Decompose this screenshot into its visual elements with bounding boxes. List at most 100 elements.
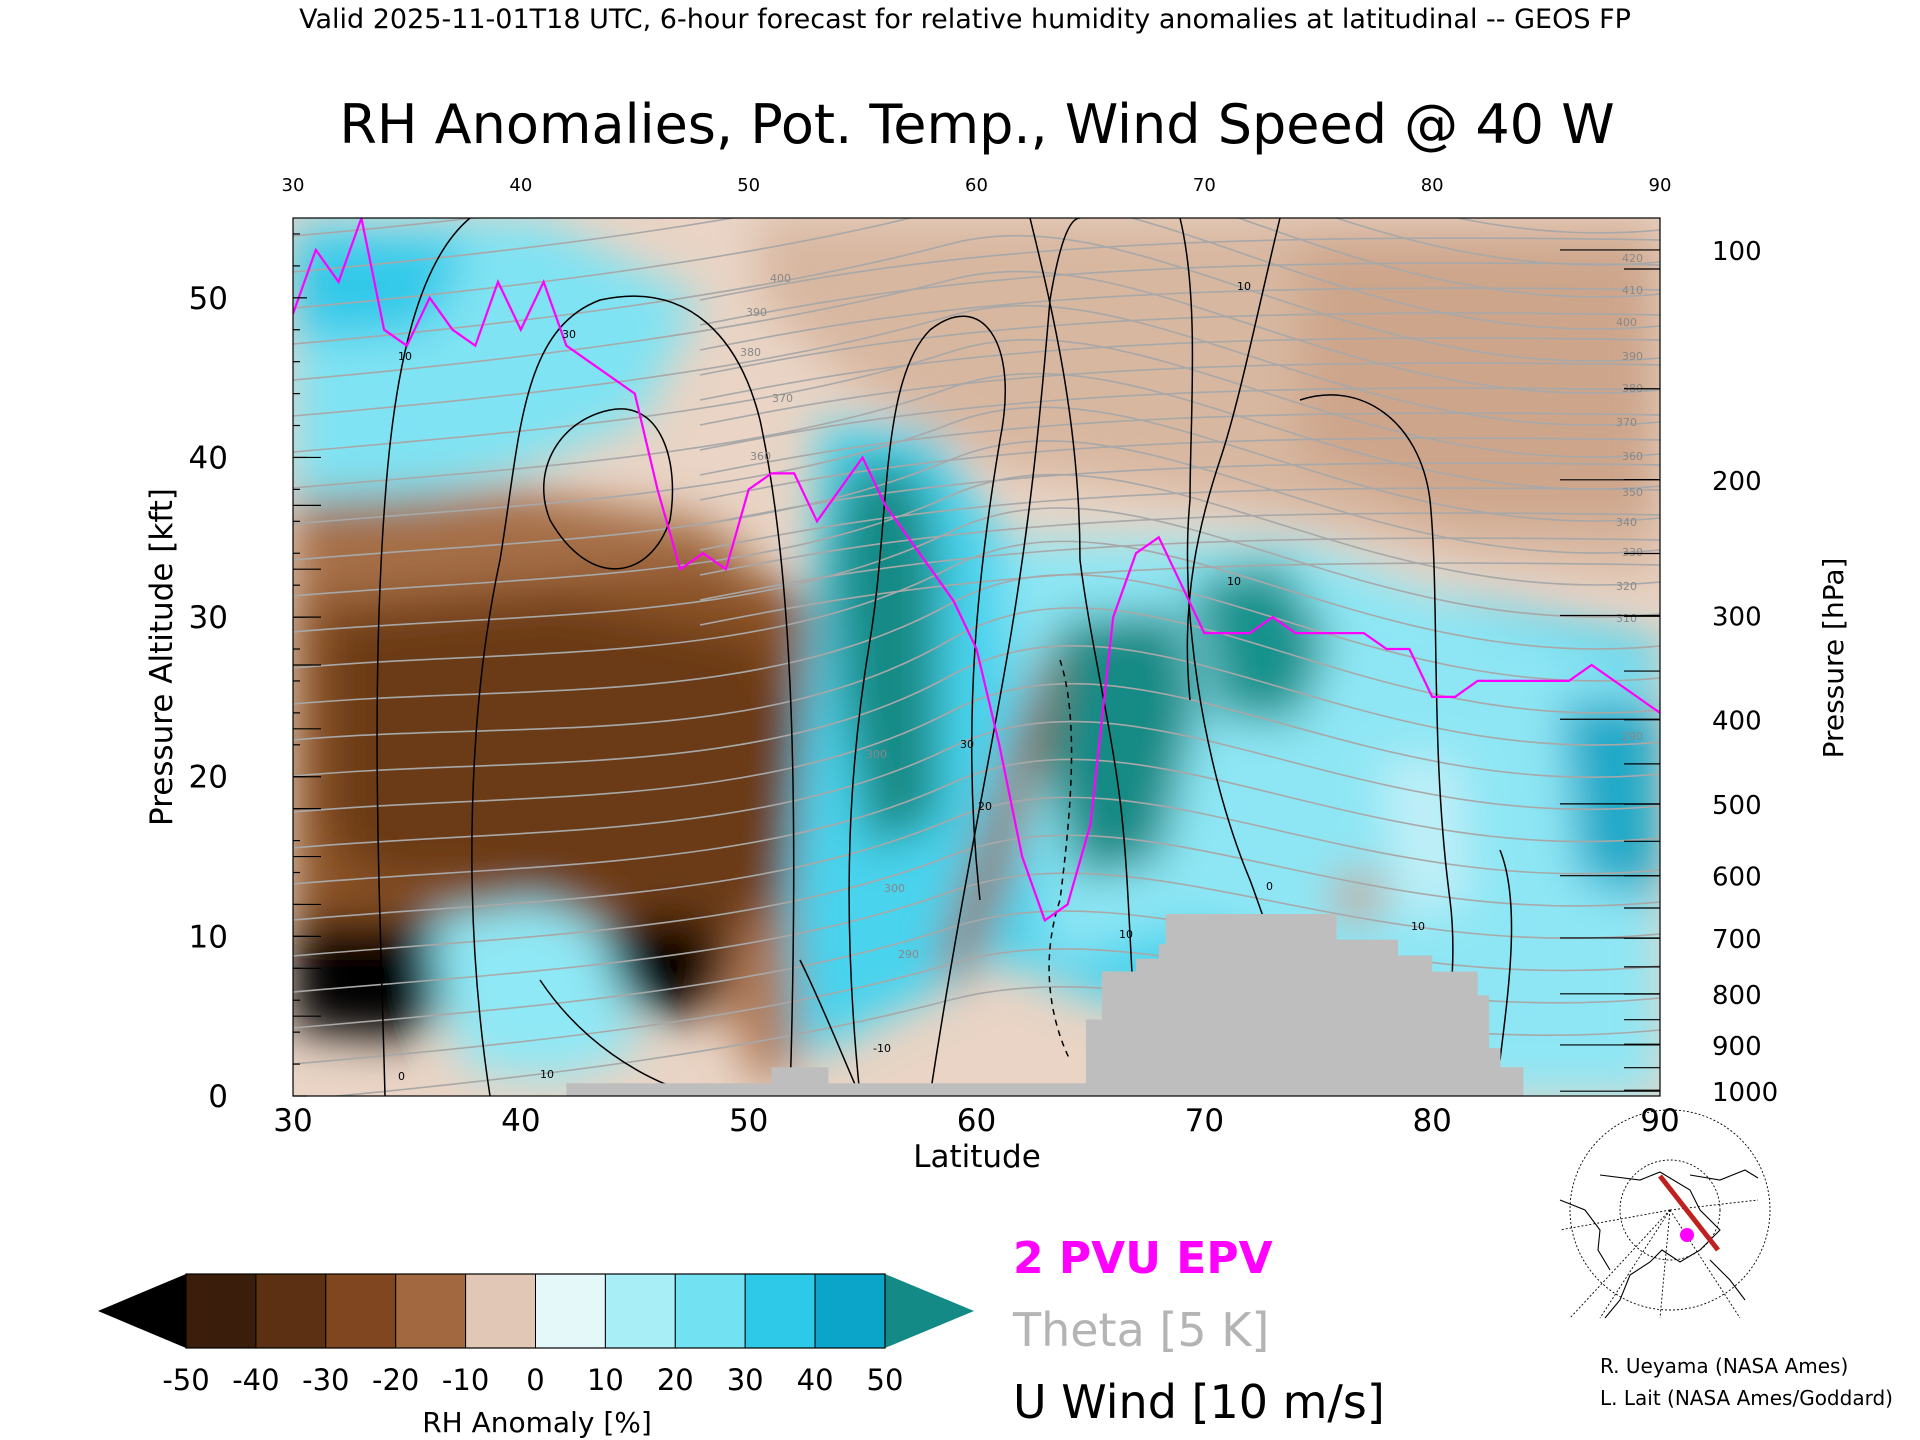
pressure-tick-label: 1000 (1712, 1078, 1778, 1108)
x-tick-label: 30 (273, 1103, 312, 1139)
colorbar-tick-label: -30 (302, 1363, 349, 1397)
colorbar: -50 -40 -30 -20 -10 0 10 20 30 40 50 RH Anomaly [%… (98, 1273, 974, 1439)
pressure-tick-label: 800 (1712, 981, 1762, 1011)
colorbar-tick-label: 30 (727, 1363, 764, 1397)
theta-contour-label: 300 (866, 748, 887, 761)
pressure-tick-label: 600 (1712, 863, 1762, 893)
top-tick-label: 50 (737, 175, 760, 196)
uwind-contour-label: 30 (960, 738, 974, 751)
theta-contour-label: 300 (884, 882, 905, 895)
locator-map (1558, 1109, 1771, 1319)
legend-u-wind: U Wind [10 m/s] (1013, 1375, 1385, 1429)
theta-contour-label: 400 (770, 272, 791, 285)
theta-contour-label: 390 (746, 306, 767, 319)
top-tick-label: 60 (965, 175, 988, 196)
colorbar-swatch (814, 1273, 886, 1349)
theta-contour-label: 410 (1622, 284, 1643, 297)
colorbar-tick-label: 20 (657, 1363, 694, 1397)
colorbar-swatch (674, 1273, 746, 1349)
credit-line-1: R. Ueyama (NASA Ames) (1600, 1354, 1848, 1378)
credit-line-2: L. Lait (NASA Ames/Goddard) (1600, 1386, 1893, 1410)
colorbar-tick-label: -10 (442, 1363, 489, 1397)
uwind-contour-label: 10 (1227, 575, 1241, 588)
y-tick-label: 20 (189, 760, 228, 796)
legend-epv: 2 PVU EPV (1013, 1233, 1273, 1284)
pressure-tick-label: 700 (1712, 925, 1762, 955)
x-tick-label: 80 (1412, 1103, 1451, 1139)
y-axis-label-left: Pressure Altitude [kft] (144, 488, 180, 826)
y-tick-label: 10 (189, 919, 228, 955)
legend-theta: Theta [5 K] (1012, 1303, 1269, 1357)
top-tick-label: 80 (1421, 175, 1444, 196)
top-tick-label: 40 (509, 175, 532, 196)
theta-contour-label: 360 (1622, 450, 1643, 463)
colorbar-swatch (535, 1273, 606, 1349)
theta-contour-label: 330 (1622, 546, 1643, 559)
theta-contour-label: 400 (1616, 316, 1637, 329)
uwind-contour-label: 20 (978, 800, 992, 813)
uwind-contour-label: 0 (398, 1070, 405, 1083)
y-axis-label-right: Pressure [hPa] (1817, 558, 1850, 759)
theta-contour-label: 320 (1616, 580, 1637, 593)
pressure-tick-label: 300 (1712, 602, 1762, 632)
theta-contour-label: 310 (1616, 612, 1637, 625)
colorbar-tick-label: -50 (162, 1363, 209, 1397)
colorbar-tick-label: 0 (526, 1363, 544, 1397)
x-tick-label: 70 (1185, 1103, 1224, 1139)
x-tick-label: 40 (501, 1103, 540, 1139)
uwind-contour-label: 10 (1119, 928, 1133, 941)
x-tick-label: 60 (957, 1103, 996, 1139)
pressure-tick-label: 500 (1712, 791, 1762, 821)
colorbar-tick-label: -20 (372, 1363, 419, 1397)
theta-contour-label: 390 (1622, 350, 1643, 363)
map-marker (1680, 1228, 1694, 1242)
colorbar-tick-label: 10 (587, 1363, 624, 1397)
colorbar-swatch (185, 1273, 257, 1349)
theta-contour-label: 420 (1622, 252, 1643, 265)
uwind-contour-label: -10 (873, 1042, 891, 1055)
top-tick-labels: 30 40 50 60 70 80 90 (282, 175, 1672, 196)
theta-contour-label: 290 (898, 948, 919, 961)
valid-time-header: Valid 2025-11-01T18 UTC, 6-hour forecast… (299, 4, 1631, 35)
terrain-mask (566, 914, 1524, 1096)
y-tick-labels: 0 10 20 30 40 50 (189, 281, 228, 1115)
top-tick-label: 70 (1193, 175, 1216, 196)
y-tick-label: 50 (189, 281, 228, 317)
colorbar-label: RH Anomaly [%] (422, 1406, 652, 1439)
pressure-tick-labels: 100 200 300 400 500 600 700 800 900 1000 (1712, 237, 1778, 1108)
theta-contour-label: 380 (740, 346, 761, 359)
colorbar-tick-label: 50 (867, 1363, 904, 1397)
colorbar-high-arrow (885, 1274, 974, 1348)
x-tick-label: 50 (729, 1103, 768, 1139)
map-route (1658, 1174, 1720, 1252)
x-tick-label: 90 (1640, 1103, 1679, 1139)
y-tick-label: 0 (208, 1079, 228, 1115)
theta-contour-label: 360 (750, 450, 771, 463)
theta-contours (293, 218, 1660, 1096)
colorbar-swatch (604, 1273, 676, 1349)
colorbar-swatch (255, 1273, 327, 1349)
pressure-tick-label: 100 (1712, 237, 1762, 267)
uwind-contour-label: 10 (1411, 920, 1425, 933)
uwind-contour-label: 10 (398, 350, 412, 363)
uwind-contour-label: 0 (1266, 880, 1273, 893)
rh-anomaly-field (293, 218, 1660, 1096)
theta-contour-label: 370 (772, 392, 793, 405)
chart-title: RH Anomalies, Pot. Temp., Wind Speed @ 4… (339, 93, 1614, 156)
colorbar-swatch (465, 1273, 537, 1349)
pressure-tick-label: 200 (1712, 467, 1762, 497)
uwind-contour-label: 10 (1237, 280, 1251, 293)
contour-labels: 10 30 30 20 10 10 10 -10 0 10 10 0 400 3… (398, 252, 1643, 1083)
uwind-contour-label: 10 (540, 1068, 554, 1081)
colorbar-swatch (325, 1273, 397, 1349)
epv-2pvu-line (293, 218, 1660, 923)
top-tick-label: 30 (282, 175, 305, 196)
x-axis-label: Latitude (913, 1139, 1041, 1175)
plot-area: 10 30 30 20 10 10 10 -10 0 10 10 0 400 3… (293, 218, 1660, 1096)
x-tick-labels: 30 40 50 60 70 80 90 (273, 1103, 1679, 1139)
colorbar-tick-label: 40 (797, 1363, 834, 1397)
plot-frame (292, 217, 1661, 1097)
colorbar-tick-labels: -50 -40 -30 -20 -10 0 10 20 30 40 50 (162, 1363, 903, 1397)
colorbar-swatch (395, 1273, 467, 1349)
